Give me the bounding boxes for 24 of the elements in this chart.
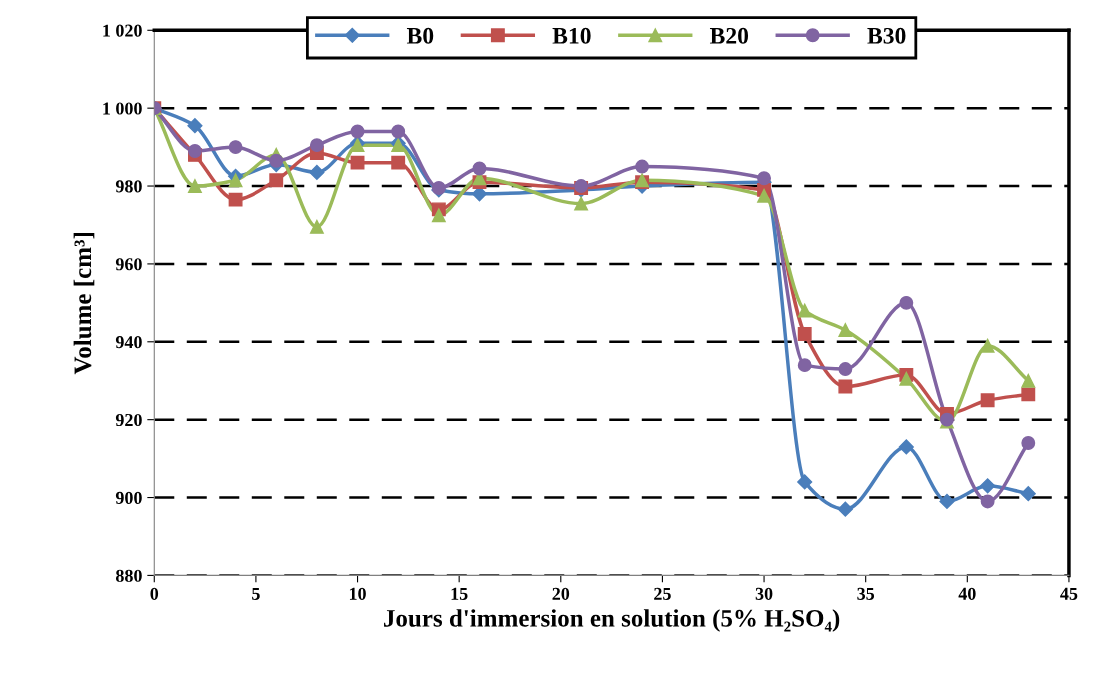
x-tick-label: 25: [654, 587, 671, 600]
x-tick-label: 5: [252, 587, 260, 600]
y-tick-label: 940: [115, 336, 142, 349]
y-tick-label: 1 020: [103, 24, 142, 37]
x-tick-label: 30: [755, 587, 773, 600]
x-tick-label: 20: [552, 587, 570, 600]
x-tick-label: 40: [958, 587, 976, 600]
legend-label: B0: [406, 27, 434, 44]
y-tick-label: 880: [115, 569, 142, 582]
y-axis-title: Volume [cm³]: [73, 233, 95, 375]
x-axis-title: Jours d'immersion en solution (5% H₂SO₄): [384, 609, 840, 632]
y-tick-label: 1 000: [103, 102, 142, 115]
y-tick-label: 900: [115, 491, 142, 504]
legend-label: B20: [709, 27, 749, 44]
legend-label: B30: [867, 27, 906, 44]
x-tick-label: 10: [349, 587, 366, 600]
y-tick-label: 920: [115, 413, 142, 427]
x-tick-label: 15: [451, 587, 468, 600]
x-tick-label: 0: [150, 587, 159, 600]
y-tick-label: 980: [115, 180, 142, 193]
y-tick-label: 960: [115, 258, 142, 271]
x-tick-label: 35: [857, 587, 875, 600]
legend-label: B10: [552, 27, 591, 44]
x-tick-label: 45: [1060, 587, 1078, 600]
